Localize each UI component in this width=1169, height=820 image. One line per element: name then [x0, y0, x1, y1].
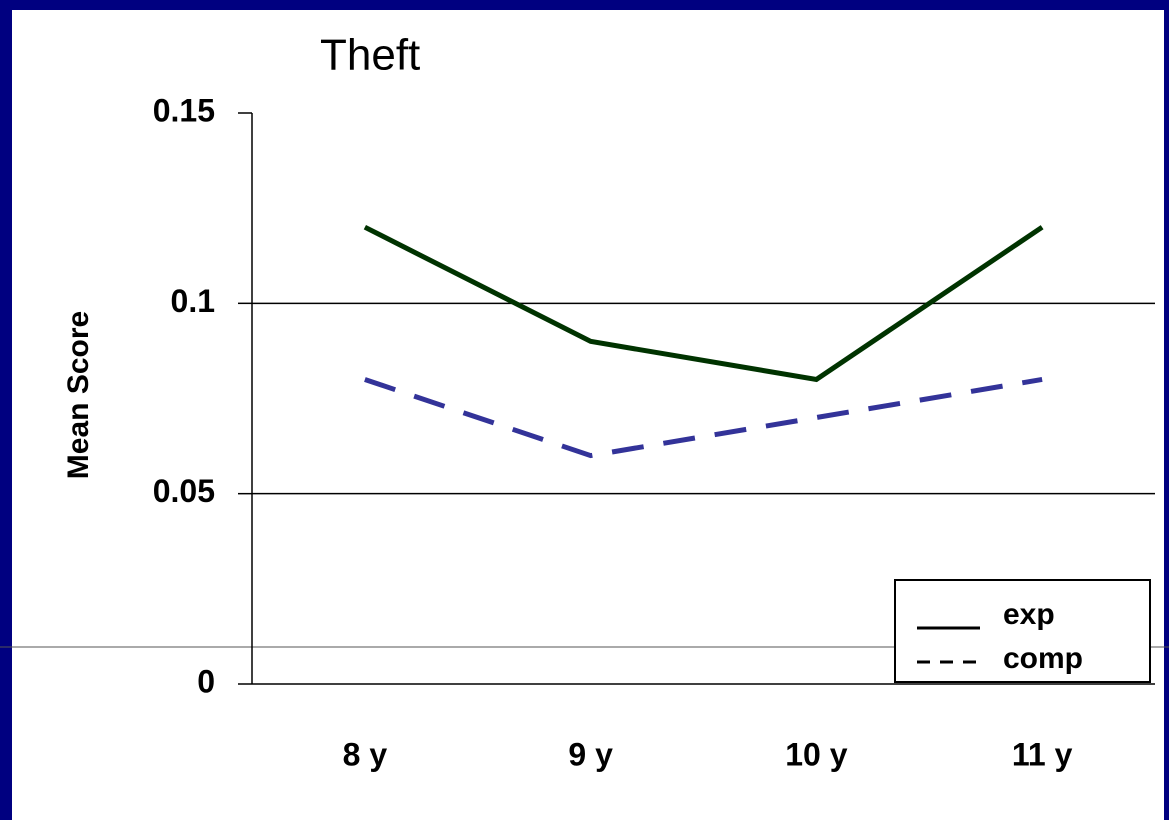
y-tick-label: 0: [197, 663, 215, 699]
y-axis-label: Mean Score: [62, 311, 95, 479]
y-tick-label: 0.1: [171, 283, 215, 319]
legend-label: exp: [1003, 598, 1055, 631]
legend-label: comp: [1003, 642, 1083, 675]
x-tick-label: 8 y: [343, 736, 388, 772]
y-tick-label: 0.15: [153, 92, 215, 128]
chart-title: Theft: [320, 31, 420, 80]
data-line: [364, 377, 1043, 459]
x-tick-label: 11 y: [1012, 736, 1073, 772]
slide-background: [12, 10, 1164, 820]
data-line: [363, 224, 1044, 383]
x-tick-label: 9 y: [568, 736, 613, 772]
y-tick-label: 0.05: [153, 473, 215, 509]
legend-box: [894, 579, 1151, 683]
x-tick-label: 10 y: [785, 736, 847, 772]
